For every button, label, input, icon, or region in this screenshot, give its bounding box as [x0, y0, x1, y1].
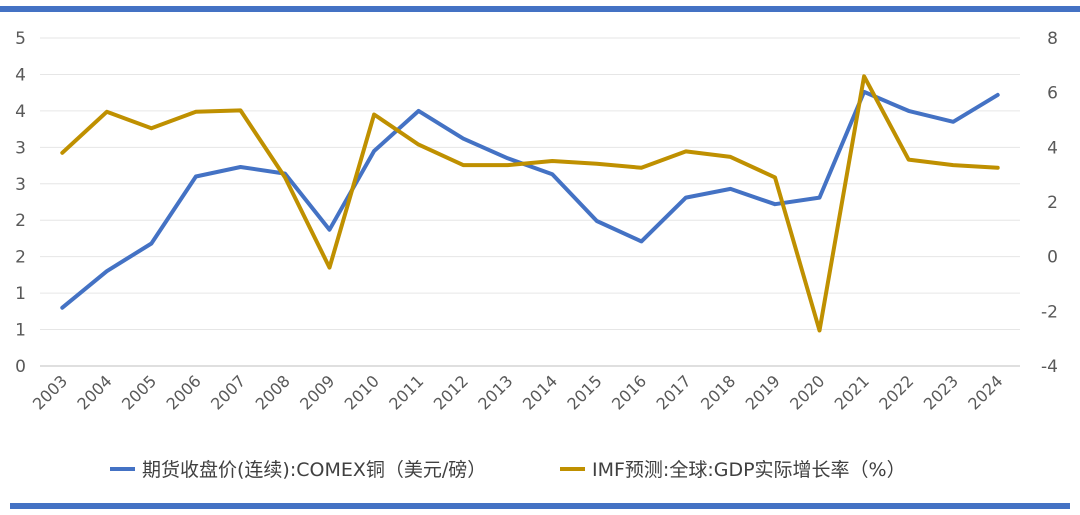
x-tick-label: 2004	[73, 371, 115, 413]
legend-label-copper: 期货收盘价(连续):COMEX铜（美元/磅）	[142, 459, 486, 481]
right-tick-label: 0	[1047, 248, 1058, 268]
x-tick-label: 2005	[118, 371, 160, 413]
left-tick-label: 2	[15, 211, 26, 231]
x-tick-label: 2017	[653, 371, 695, 413]
series-lines	[60, 74, 1000, 333]
legend-label-gdp: IMF预测:全球:GDP实际增长率（%）	[592, 459, 906, 481]
x-tick-label: 2020	[786, 371, 828, 413]
x-tick-label: 2018	[697, 371, 739, 413]
x-tick-label: 2021	[831, 371, 873, 413]
x-tick-label: 2009	[296, 371, 338, 413]
x-axis-ticks: 2003 2004 2005 2006 2007 2008 2009 2010 2011 2012…	[29, 371, 1007, 413]
right-tick-label: 4	[1047, 138, 1058, 158]
x-tick-label: 2007	[207, 371, 249, 413]
left-tick-label: 1	[15, 284, 26, 304]
bottom-accent-bar	[10, 503, 1070, 509]
left-axis-ticks: 0 1 1 2 2 3 3 4 4 5	[15, 29, 26, 377]
x-tick-label: 2016	[608, 371, 650, 413]
x-tick-label: 2024	[964, 371, 1006, 413]
x-tick-label: 2023	[920, 371, 962, 413]
left-tick-label: 3	[15, 175, 26, 195]
x-tick-label: 2012	[430, 371, 472, 413]
series-line-copper	[60, 89, 1000, 310]
x-tick-label: 2006	[163, 371, 205, 413]
gridlines	[40, 37, 1020, 367]
right-tick-label: 6	[1047, 84, 1058, 104]
right-tick-label: -4	[1041, 357, 1058, 377]
left-tick-label: 2	[15, 248, 26, 268]
series-line-gdp	[60, 74, 1000, 333]
x-tick-label: 2022	[875, 371, 917, 413]
legend: 期货收盘价(连续):COMEX铜（美元/磅） IMF预测:全球:GDP实际增长率…	[110, 459, 906, 481]
x-tick-label: 2010	[341, 371, 383, 413]
x-tick-label: 2014	[519, 371, 561, 413]
right-axis-ticks: -4 -2 0 2 4 6 8	[1041, 29, 1058, 377]
x-tick-label: 2011	[385, 371, 427, 413]
left-tick-label: 4	[15, 65, 26, 85]
x-tick-label: 2003	[29, 371, 71, 413]
top-accent-bar	[0, 6, 1080, 12]
x-tick-label: 2013	[474, 371, 516, 413]
right-tick-label: 8	[1047, 29, 1058, 49]
left-tick-label: 0	[15, 357, 26, 377]
x-tick-label: 2019	[742, 371, 784, 413]
left-tick-label: 5	[15, 29, 26, 49]
right-tick-label: -2	[1041, 302, 1058, 322]
x-tick-label: 2015	[563, 371, 605, 413]
left-tick-label: 1	[15, 321, 26, 341]
left-tick-label: 4	[15, 102, 26, 122]
right-tick-label: 2	[1047, 193, 1058, 213]
x-tick-label: 2008	[252, 371, 294, 413]
left-tick-label: 3	[15, 138, 26, 158]
